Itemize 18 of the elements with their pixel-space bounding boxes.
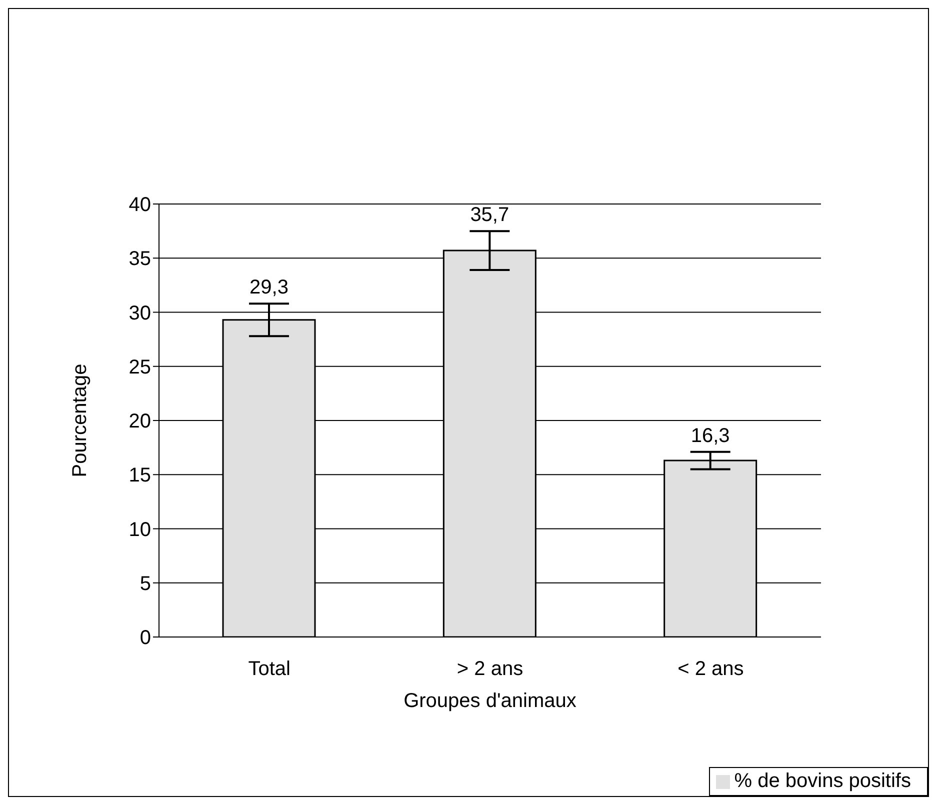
y-tick-label: 10 [128, 518, 151, 541]
y-tick-label: 20 [128, 410, 151, 433]
data-label: 16,3 [690, 424, 730, 447]
x-tick-label: Total [248, 658, 290, 680]
data-label: 35,7 [470, 204, 510, 226]
y-tick-label: 30 [128, 302, 151, 324]
y-tick-label: 0 [140, 627, 151, 650]
y-tick-label: 25 [128, 356, 151, 378]
y-tick-label: 40 [128, 194, 151, 216]
x-tick-label: > 2 ans [456, 658, 524, 680]
y-axis-title: Pourcentage [69, 364, 92, 478]
data-label: 29,3 [250, 276, 288, 299]
legend-label: % de bovins positifs [734, 770, 911, 792]
y-tick-label: 5 [140, 572, 151, 595]
x-axis-title: Groupes d'animaux [404, 690, 576, 712]
x-tick-label: < 2 ans [678, 658, 744, 680]
y-tick-label: 15 [128, 464, 151, 487]
y-tick-label: 35 [128, 248, 151, 270]
